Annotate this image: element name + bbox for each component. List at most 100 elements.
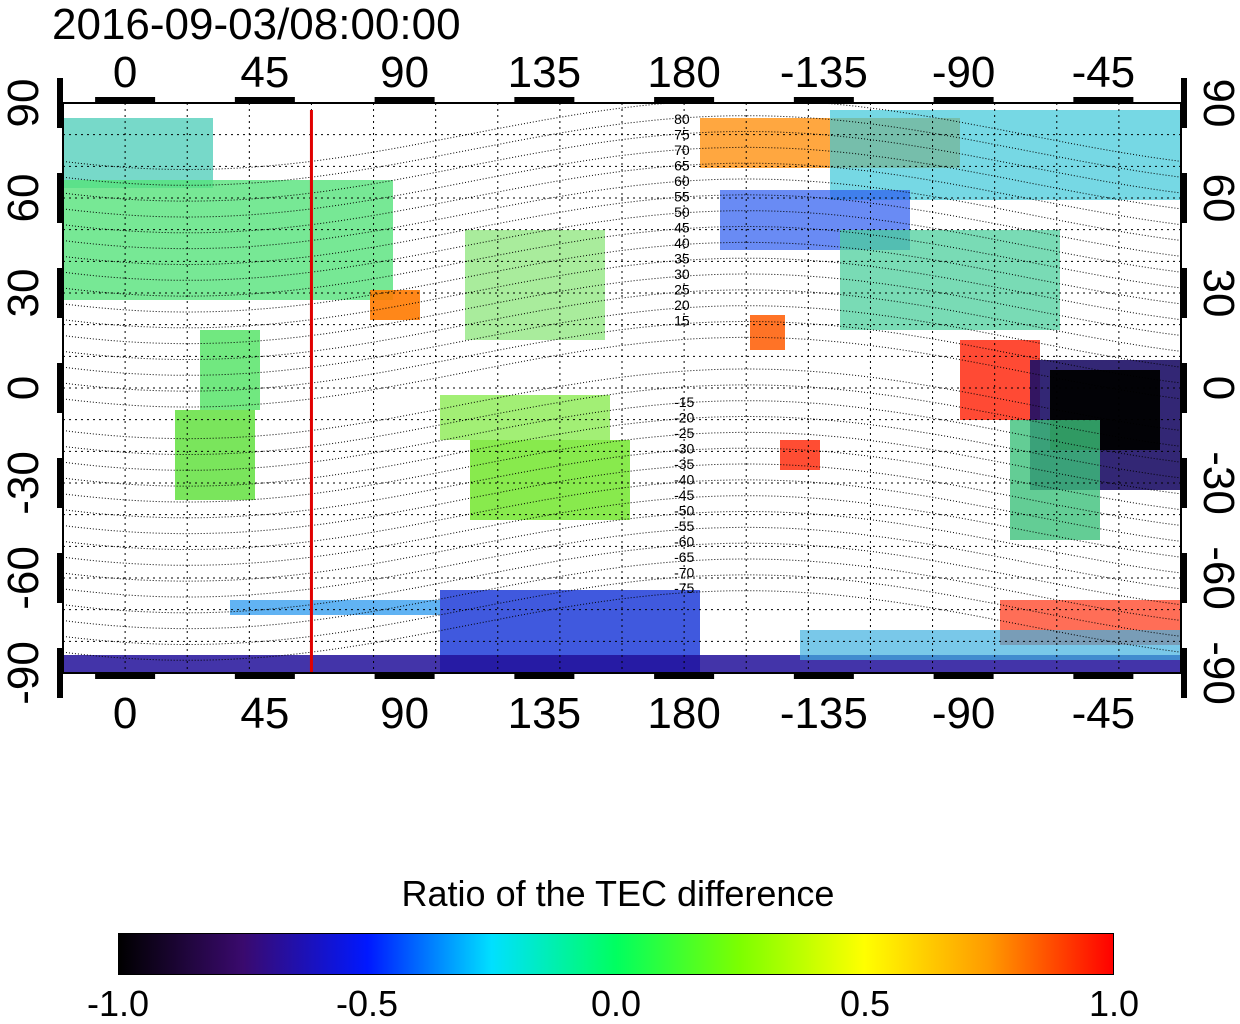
- top-tick-mark: [654, 97, 715, 103]
- mlat-label: -75: [674, 580, 694, 596]
- left-tick-label: -90: [0, 641, 48, 705]
- right-tick-mark: [1181, 268, 1187, 318]
- mlat-label: 45: [674, 220, 690, 236]
- left-tick-label: 60: [0, 174, 48, 223]
- mlat-contour: [63, 479, 1181, 551]
- mlat-label: 65: [674, 158, 690, 174]
- mlat-label: -55: [674, 518, 694, 534]
- bottom-tick-mark: [514, 673, 575, 679]
- mlat-label: 50: [674, 204, 690, 220]
- mlat-contour: [63, 103, 1181, 171]
- bottom-tick-label: 45: [240, 689, 289, 738]
- top-tick-label: 180: [647, 48, 720, 97]
- mlat-contour: [63, 463, 1181, 535]
- mlat-label: 20: [674, 297, 690, 313]
- mlat-contour: [63, 225, 1181, 297]
- mlat-contour: [63, 336, 1181, 408]
- mlat-label: -50: [674, 503, 694, 519]
- bottom-longitude-ticks: 0 45 90 135 180 -135 -90 -45: [95, 673, 1135, 738]
- bottom-tick-mark: [793, 673, 854, 679]
- left-tick-mark: [57, 268, 63, 318]
- right-tick-mark: [1181, 78, 1187, 128]
- right-tick-label: 0: [1194, 376, 1240, 400]
- right-tick-label: 30: [1194, 269, 1240, 318]
- left-tick-label: 0: [0, 376, 48, 400]
- mlat-label: -60: [674, 534, 694, 550]
- colorbar-tick-label: -1.0: [86, 983, 150, 1024]
- bottom-tick-mark: [1073, 673, 1134, 679]
- top-tick-label: 0: [113, 48, 137, 97]
- bottom-tick-label: 135: [508, 689, 581, 738]
- top-tick-mark: [234, 97, 295, 103]
- mlat-label: -25: [674, 425, 694, 441]
- right-latitude-ticks: 90 60 30 0 -30 -60 -90: [1181, 78, 1240, 705]
- left-tick-label: 30: [0, 269, 48, 318]
- mlat-label: 75: [674, 127, 690, 143]
- bottom-tick-label: -90: [932, 689, 996, 738]
- top-tick-mark: [374, 97, 435, 103]
- mlat-label: 70: [674, 142, 690, 158]
- top-tick-label: 45: [240, 48, 289, 97]
- mlat-contour: [63, 431, 1181, 503]
- mlat-contour: [63, 241, 1181, 313]
- top-tick-mark: [1073, 97, 1134, 103]
- mlat-label: 35: [674, 251, 690, 267]
- mlat-label: -35: [674, 456, 694, 472]
- left-tick-mark: [57, 173, 63, 223]
- data-layer: [63, 110, 1181, 673]
- right-tick-mark: [1181, 648, 1187, 698]
- mlat-contour: [63, 146, 1181, 218]
- colorbar-tick-label: -0.5: [335, 983, 399, 1024]
- mlat-label: 60: [674, 173, 690, 189]
- mlat-contour: [63, 590, 1181, 661]
- left-tick-label: -60: [0, 546, 48, 610]
- right-tick-mark: [1181, 173, 1187, 223]
- mlat-label: 25: [674, 282, 690, 298]
- graticule: [63, 103, 1181, 673]
- top-tick-mark: [95, 97, 156, 103]
- right-tick-label: -90: [1194, 641, 1240, 705]
- mlat-contour: [63, 320, 1181, 392]
- mlat-contour: [63, 210, 1181, 281]
- left-latitude-ticks: 90 60 30 0 -30 -60 -90: [0, 78, 63, 705]
- right-tick-mark: [1181, 458, 1187, 508]
- left-tick-label: 90: [0, 79, 48, 128]
- mlat-contour: [63, 257, 1181, 329]
- mlat-contour: [63, 162, 1181, 234]
- mlat-contour: [63, 273, 1181, 345]
- mlat-contour: [63, 447, 1181, 519]
- right-tick-label: -30: [1194, 451, 1240, 515]
- top-tick-label: 135: [508, 48, 581, 97]
- top-tick-label: -135: [780, 48, 868, 97]
- bottom-tick-label: 0: [113, 689, 137, 738]
- bottom-tick-mark: [374, 673, 435, 679]
- top-longitude-ticks: 0 45 90 135 180 -135 -90 -45: [95, 48, 1135, 103]
- mlat-contour: [63, 400, 1181, 471]
- left-tick-label: -30: [0, 451, 48, 515]
- top-tick-label: -90: [932, 48, 996, 97]
- mlat-contour: [63, 305, 1181, 376]
- mlat-contour: [63, 384, 1181, 456]
- colorbar-title: Ratio of the TEC difference: [401, 873, 835, 914]
- colorbar: [118, 933, 1114, 975]
- colorbar-tick-label: 0.0: [590, 983, 642, 1024]
- mlat-contour: [63, 194, 1181, 266]
- mlat-label: -70: [674, 565, 694, 581]
- right-tick-label: 60: [1194, 174, 1240, 223]
- mlat-label: -20: [674, 410, 694, 426]
- top-tick-label: -45: [1072, 48, 1136, 97]
- right-tick-mark: [1181, 553, 1187, 603]
- mlat-contour: [63, 115, 1181, 186]
- mlat-contour: [63, 526, 1181, 598]
- left-tick-mark: [57, 363, 63, 413]
- left-tick-mark: [57, 78, 63, 128]
- top-tick-mark: [514, 97, 575, 103]
- top-tick-mark: [933, 97, 994, 103]
- mlat-label: -30: [674, 441, 694, 457]
- mlat-contour: [63, 558, 1181, 630]
- top-tick-mark: [793, 97, 854, 103]
- colorbar-tick-label: 1.0: [1088, 983, 1140, 1024]
- mlat-contour: [63, 495, 1181, 566]
